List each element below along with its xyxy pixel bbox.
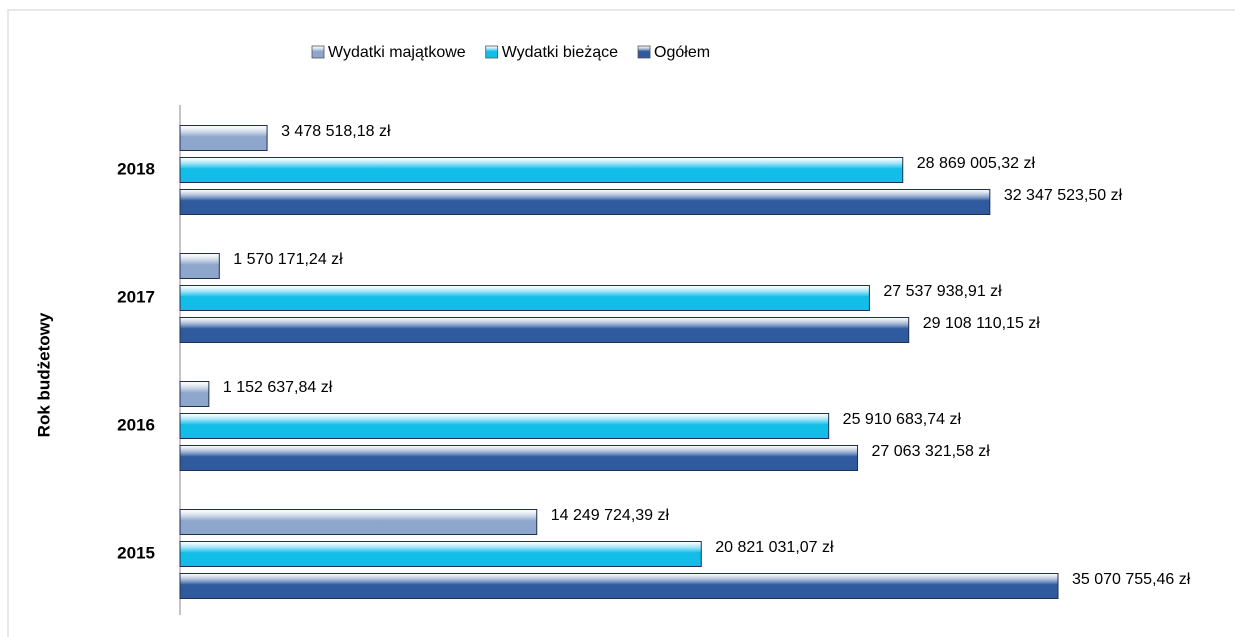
- bar: [179, 285, 870, 311]
- value-label: 29 108 110,15 zł: [923, 315, 1041, 332]
- legend-swatch: [311, 45, 325, 59]
- value-label: 35 070 755,46 zł: [1072, 571, 1191, 588]
- bar: [179, 253, 220, 279]
- y-axis-title: Rok budżetowy: [34, 312, 53, 437]
- bar: [179, 445, 859, 471]
- bar: [179, 541, 702, 567]
- category-label: 2015: [117, 543, 155, 562]
- value-label: 27 537 938,91 zł: [883, 283, 1002, 300]
- legend-label: Wydatki majątkowe: [328, 44, 466, 61]
- value-label: 27 063 321,58 zł: [872, 443, 991, 460]
- bar: [179, 189, 991, 215]
- legend-swatch: [637, 45, 651, 59]
- bar: [179, 381, 210, 407]
- legend-swatch: [485, 45, 499, 59]
- value-label: 1 570 171,24 zł: [233, 251, 343, 268]
- bar: [179, 509, 538, 535]
- value-label: 3 478 518,18 zł: [281, 123, 391, 140]
- value-label: 28 869 005,32 zł: [917, 155, 1036, 172]
- bar: [179, 317, 910, 343]
- bar: [179, 125, 268, 151]
- value-label: 20 821 031,07 zł: [715, 539, 834, 556]
- legend-label: Ogółem: [654, 44, 710, 61]
- category-label: 2016: [117, 415, 155, 434]
- value-label: 1 152 637,84 zł: [223, 379, 333, 396]
- bar: [179, 573, 1059, 599]
- bar: [179, 413, 830, 439]
- category-label: 2018: [117, 159, 155, 178]
- legend-label: Wydatki bieżące: [502, 44, 618, 61]
- bar: [179, 157, 904, 183]
- category-label: 2017: [117, 287, 155, 306]
- value-label: 14 249 724,39 zł: [551, 507, 670, 524]
- value-label: 32 347 523,50 zł: [1004, 187, 1123, 204]
- value-label: 25 910 683,74 zł: [843, 411, 962, 428]
